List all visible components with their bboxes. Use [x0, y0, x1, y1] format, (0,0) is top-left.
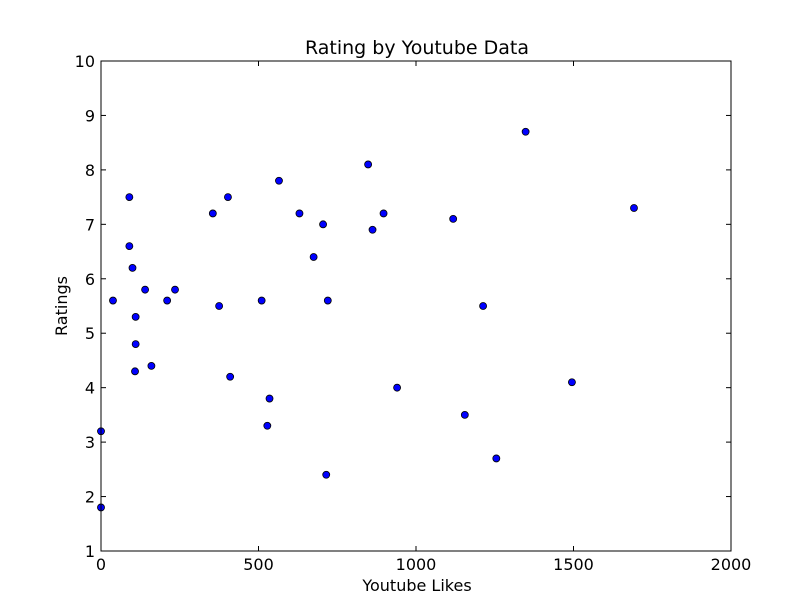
data-point	[208, 209, 217, 218]
data-point	[275, 176, 283, 185]
x-axis-title: Youtube Likes	[361, 576, 471, 595]
data-point	[215, 302, 224, 310]
data-point	[163, 296, 172, 305]
data-point	[309, 253, 318, 261]
data-point	[128, 263, 137, 272]
data-point	[364, 160, 373, 169]
data-point	[295, 209, 304, 218]
data-point	[226, 372, 235, 381]
data-point	[322, 470, 331, 479]
y-tick-label: 10	[75, 52, 95, 71]
data-point	[131, 340, 140, 349]
data-point	[379, 209, 388, 218]
data-point	[224, 193, 232, 202]
data-point	[368, 225, 377, 234]
y-tick-label: 3	[85, 433, 95, 452]
x-tick-label: 0	[96, 555, 106, 574]
data-point	[109, 296, 117, 305]
data-point	[257, 296, 266, 305]
data-point	[141, 285, 150, 294]
data-point	[131, 367, 139, 376]
data-point	[630, 204, 638, 212]
data-point	[460, 410, 469, 419]
data-point	[125, 242, 134, 251]
y-axis-title: Ratings	[52, 276, 71, 336]
data-point	[449, 214, 458, 223]
y-tick-label: 7	[85, 215, 95, 234]
data-point	[319, 220, 327, 229]
data-point	[265, 394, 274, 403]
data-point	[393, 383, 402, 392]
data-point	[171, 285, 179, 294]
data-point	[263, 421, 272, 430]
chart-title: Rating by Youtube Data	[305, 37, 529, 59]
y-tick-label: 6	[85, 270, 95, 289]
y-tick-label: 5	[85, 324, 95, 343]
data-points	[97, 127, 638, 512]
y-tick-label: 9	[85, 106, 95, 125]
y-tick-label: 1	[85, 542, 95, 561]
x-tick-label: 1500	[553, 555, 594, 574]
y-tick-label: 4	[85, 379, 95, 398]
data-point	[131, 312, 140, 321]
data-point	[479, 302, 487, 310]
data-point	[568, 378, 576, 387]
y-tick-label: 2	[85, 488, 95, 507]
x-tick-label: 2000	[711, 555, 752, 574]
data-point	[521, 127, 530, 136]
data-point	[147, 361, 156, 370]
axis-ticks: 0 500 1000 1500 2000 1 2 3 4 5 6 7 8 9 10	[75, 52, 752, 574]
x-tick-label: 1000	[396, 555, 437, 574]
x-tick-label: 500	[243, 555, 274, 574]
y-tick-label: 8	[85, 161, 95, 180]
plot-frame	[100, 60, 732, 552]
data-point	[323, 296, 332, 305]
data-point	[125, 193, 134, 202]
data-point	[492, 454, 501, 463]
